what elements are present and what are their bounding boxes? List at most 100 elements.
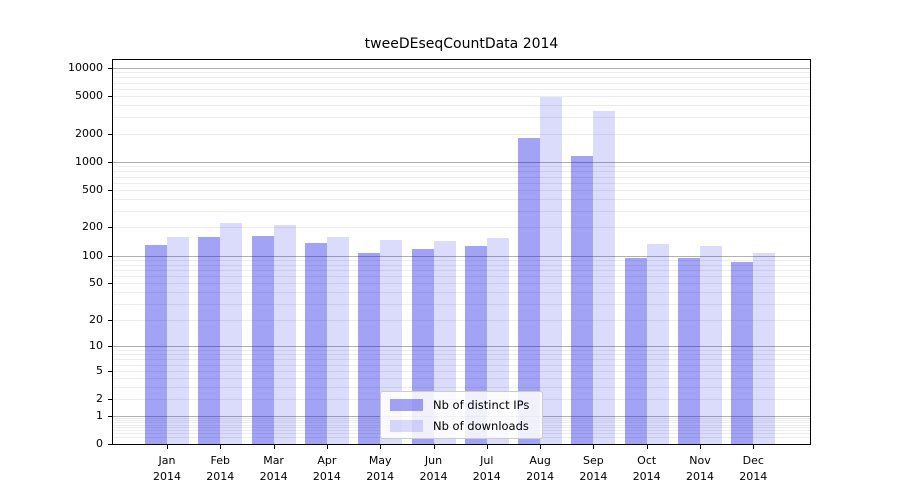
minor-gridline (113, 190, 810, 192)
x-label-year: 2014 (526, 470, 555, 483)
x-tick-mark (486, 445, 488, 449)
x-tick-label: Dec 2014 (723, 453, 783, 485)
y-tick-mark (108, 370, 113, 372)
bar-downloads-apr (326, 237, 349, 444)
x-label-month: Jul (480, 454, 494, 467)
x-label-year: 2014 (366, 470, 395, 483)
minor-gridline (113, 283, 810, 285)
legend-label-distinct-ips: Nb of distinct IPs (433, 397, 530, 412)
minor-gridline (113, 88, 810, 90)
y-tick-label: 1000 (75, 154, 103, 168)
bar-distinct-ips-feb (198, 237, 221, 444)
bar-downloads-mar (273, 225, 296, 444)
x-label-month: Dec (742, 454, 764, 467)
minor-gridline (113, 227, 810, 229)
x-label-year: 2014 (259, 470, 288, 483)
minor-gridline (113, 259, 810, 261)
minor-gridline (113, 166, 810, 168)
y-tick-mark (108, 161, 113, 163)
major-gridline (113, 346, 810, 348)
x-tick-mark (593, 445, 595, 449)
minor-gridline (113, 359, 810, 361)
x-label-month: Nov (689, 454, 711, 467)
bar-distinct-ips-aug (518, 137, 541, 444)
legend-label-downloads: Nb of downloads (433, 418, 529, 433)
major-gridline (113, 161, 810, 163)
y-tick-mark (108, 399, 113, 401)
x-tick-mark (220, 445, 222, 449)
minor-gridline (113, 354, 810, 356)
y-tick-label: 200 (82, 220, 103, 234)
bar-downloads-nov (700, 246, 722, 444)
x-label-year: 2014 (153, 470, 181, 483)
x-tick-label: Aug 2014 (510, 453, 570, 485)
bar-distinct-ips-mar (251, 235, 274, 444)
x-tick-label: Apr 2014 (297, 453, 357, 485)
y-tick-label: 100 (82, 248, 103, 262)
x-label-month: Jun (424, 454, 443, 467)
x-label-year: 2014 (686, 470, 714, 483)
bar-downloads-oct (646, 244, 669, 444)
x-tick-label: May 2014 (350, 453, 410, 485)
major-gridline (113, 255, 810, 257)
y-tick-mark (108, 415, 113, 417)
legend-row-distinct-ips: Nb of distinct IPs (381, 394, 542, 415)
x-tick-label: Jan 2014 (137, 453, 197, 485)
x-tick-mark (753, 445, 755, 449)
x-label-year: 2014 (632, 470, 661, 483)
minor-gridline (113, 77, 810, 79)
x-label-month: Sep (583, 454, 604, 467)
minor-gridline (113, 199, 810, 201)
bar-distinct-ips-jan (145, 244, 167, 444)
y-tick-mark (108, 190, 113, 192)
x-label-year: 2014 (312, 470, 341, 483)
x-label-year: 2014 (419, 470, 448, 483)
y-tick-mark (108, 346, 113, 348)
minor-gridline (113, 269, 810, 271)
y-tick-label: 10 (89, 339, 103, 353)
y-tick-label: 2 (96, 392, 103, 406)
minor-gridline (113, 378, 810, 380)
y-tick-mark (108, 227, 113, 229)
bar-downloads-aug (540, 97, 563, 444)
minor-gridline (113, 370, 810, 372)
y-tick-label: 1 (96, 408, 103, 422)
y-tick-label: 10000 (68, 60, 103, 74)
minor-gridline (113, 96, 810, 98)
x-label-month: Mar (263, 454, 284, 467)
minor-gridline (113, 319, 810, 321)
y-tick-label: 5 (96, 363, 103, 377)
x-tick-label: Nov 2014 (670, 453, 730, 485)
x-label-month: Jan (158, 454, 176, 467)
x-tick-mark (273, 445, 275, 449)
bar-downloads-dec (753, 253, 776, 444)
x-tick-label: Mar 2014 (244, 453, 304, 485)
y-tick-mark (108, 444, 113, 445)
legend-swatch-distinct-ips (390, 398, 423, 411)
minor-gridline (113, 82, 810, 84)
y-tick-label: 500 (82, 183, 103, 197)
y-tick-label: 2000 (75, 126, 103, 140)
bar-distinct-ips-nov (678, 258, 700, 444)
x-tick-label: Jun 2014 (404, 453, 464, 485)
x-tick-label: Feb 2014 (190, 453, 250, 485)
plot-area: 0 1 2 5 10 20 50 100 200 500 1000 2000 5000 10000 Jan 2… (68, 60, 810, 483)
x-label-month: Oct (637, 454, 657, 467)
y-tick-mark (108, 133, 113, 135)
major-gridline (113, 67, 810, 69)
y-tick-label: 50 (89, 276, 103, 290)
y-tick-label: 20 (89, 312, 103, 326)
y-tick-mark (108, 67, 113, 69)
legend-anchor: Nb of distinct IPs Nb of downloads (113, 60, 810, 444)
bar-distinct-ips-oct (624, 258, 647, 444)
x-label-month: May (368, 454, 392, 467)
minor-gridline (113, 292, 810, 294)
x-tick-mark (700, 445, 701, 449)
chart-legend: Nb of distinct IPs Nb of downloads (380, 391, 543, 439)
bar-distinct-ips-apr (304, 243, 327, 444)
y-tick-label: 0 (96, 437, 103, 450)
bar-distinct-ips-sep (571, 156, 594, 444)
y-tick-mark (108, 319, 113, 321)
x-label-month: Apr (317, 454, 337, 467)
bar-downloads-feb (220, 223, 243, 444)
